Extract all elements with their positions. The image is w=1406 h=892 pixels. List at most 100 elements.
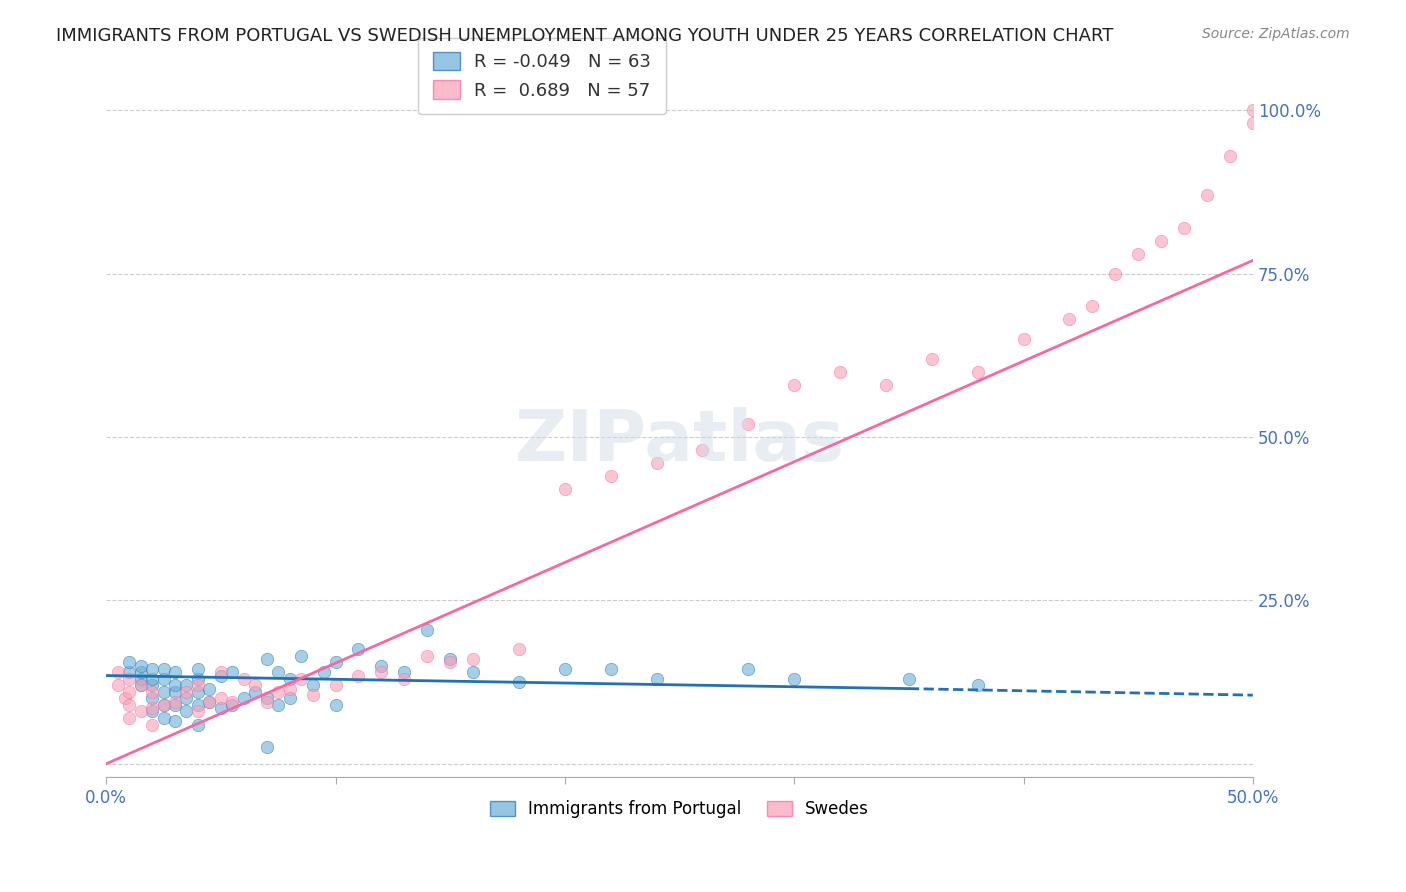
Point [141,662,163,676]
Point [1241,103,1264,117]
Point [221,665,243,680]
Point [163,678,186,692]
Point [163,698,186,712]
Point [209,701,232,715]
Point [875,377,897,392]
Point [347,668,370,682]
Point [301,678,323,692]
Point [267,698,290,712]
Point [129,705,152,719]
Point [439,656,461,670]
Point [152,698,174,712]
Point [256,740,278,755]
Point [463,652,485,666]
Point [256,695,278,709]
Point [828,365,851,379]
Point [394,665,416,680]
Point [1012,332,1035,346]
Point [152,685,174,699]
Point [278,672,301,686]
Point [118,656,141,670]
Point [783,672,806,686]
Point [267,685,290,699]
Point [1219,149,1241,163]
Text: IMMIGRANTS FROM PORTUGAL VS SWEDISH UNEMPLOYMENT AMONG YOUTH UNDER 25 YEARS CORR: IMMIGRANTS FROM PORTUGAL VS SWEDISH UNEM… [56,27,1114,45]
Point [325,656,347,670]
Point [129,665,152,680]
Point [278,681,301,696]
Point [152,698,174,712]
Point [554,482,576,496]
Point [152,711,174,725]
Point [187,672,209,686]
Point [176,685,198,699]
Point [645,672,668,686]
Point [118,665,141,680]
Point [737,662,759,676]
Point [163,714,186,729]
Point [163,685,186,699]
Point [1128,247,1150,261]
Point [599,469,621,483]
Point [1081,299,1104,313]
Point [245,685,267,699]
Point [163,695,186,709]
Point [118,698,141,712]
Point [394,672,416,686]
Point [256,691,278,706]
Point [897,672,920,686]
Point [176,691,198,706]
Point [554,662,576,676]
Point [1059,312,1081,326]
Point [152,662,174,676]
Point [176,705,198,719]
Point [198,681,221,696]
Point [141,691,163,706]
Point [325,698,347,712]
Point [692,443,714,458]
Point [290,672,312,686]
Point [209,665,232,680]
Point [1150,234,1173,248]
Point [163,665,186,680]
Point [118,672,141,686]
Point [314,665,336,680]
Point [1104,267,1126,281]
Point [416,623,439,637]
Point [129,678,152,692]
Point [141,717,163,731]
Text: ZIPatlas: ZIPatlas [515,407,845,475]
Point [232,672,254,686]
Point [107,678,129,692]
Point [737,417,759,431]
Point [370,665,392,680]
Point [129,678,152,692]
Point [599,662,621,676]
Point [416,648,439,663]
Point [209,691,232,706]
Point [141,678,163,692]
Point [141,701,163,715]
Point [114,691,136,706]
Point [141,685,163,699]
Point [187,685,209,699]
Point [439,652,461,666]
Point [209,668,232,682]
Point [187,717,209,731]
Point [267,665,290,680]
Point [187,678,209,692]
Point [107,665,129,680]
Point [290,648,312,663]
Point [921,351,943,366]
Point [221,695,243,709]
Point [232,691,254,706]
Point [129,672,152,686]
Point [152,672,174,686]
Point [256,652,278,666]
Point [370,658,392,673]
Point [141,705,163,719]
Point [1195,188,1218,202]
Point [325,678,347,692]
Point [463,665,485,680]
Point [966,365,988,379]
